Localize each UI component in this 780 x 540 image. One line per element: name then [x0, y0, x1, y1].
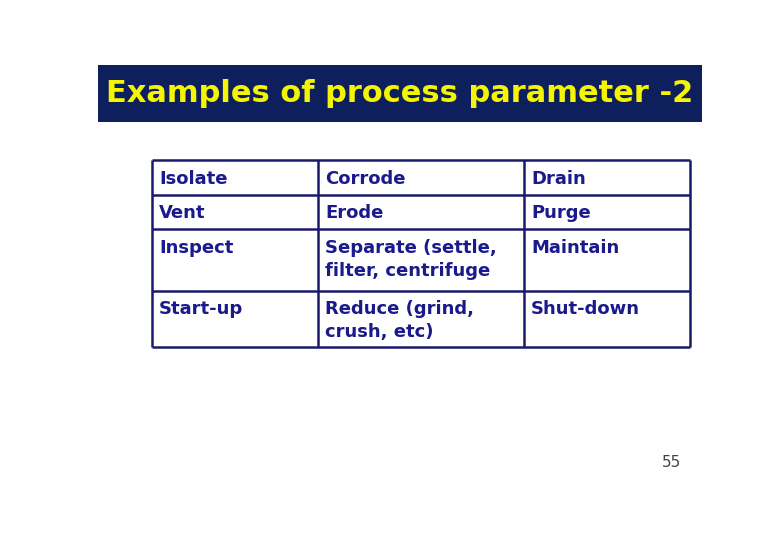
Text: Examples of process parameter -2: Examples of process parameter -2 — [106, 79, 693, 108]
Text: Maintain: Maintain — [531, 239, 619, 256]
Text: 55: 55 — [661, 455, 681, 470]
Text: Drain: Drain — [531, 170, 586, 187]
Bar — [98, 65, 702, 122]
Text: Isolate: Isolate — [159, 170, 228, 187]
Text: Separate (settle,
filter, centrifuge: Separate (settle, filter, centrifuge — [325, 239, 497, 280]
Text: Purge: Purge — [531, 204, 590, 222]
Text: Vent: Vent — [159, 204, 206, 222]
Text: Corrode: Corrode — [325, 170, 406, 187]
Text: Reduce (grind,
crush, etc): Reduce (grind, crush, etc) — [325, 300, 474, 341]
Text: Erode: Erode — [325, 204, 384, 222]
Text: Shut-down: Shut-down — [531, 300, 640, 318]
Text: Inspect: Inspect — [159, 239, 233, 256]
Text: Start-up: Start-up — [159, 300, 243, 318]
